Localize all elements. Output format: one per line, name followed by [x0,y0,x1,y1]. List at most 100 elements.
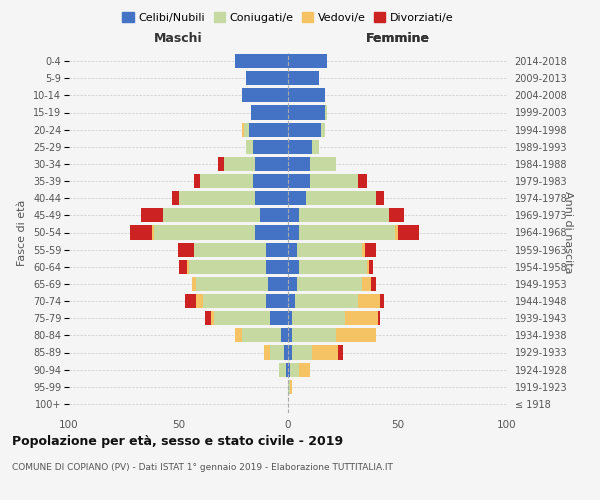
Bar [299,362,310,376]
Bar [358,174,367,188]
Bar [288,54,328,68]
Bar [297,277,362,291]
Bar [247,140,253,154]
Bar [205,311,211,325]
Bar [362,242,365,256]
Bar [297,242,362,256]
Bar [179,242,194,256]
Bar [190,260,266,274]
Bar [271,346,284,360]
Bar [187,260,190,274]
Bar [336,328,376,342]
Bar [288,226,299,239]
Bar [203,294,266,308]
Bar [200,174,253,188]
Bar [288,277,297,291]
Bar [196,277,268,291]
Bar [292,311,345,325]
Text: Femmine: Femmine [365,32,430,46]
Bar [268,277,288,291]
Bar [321,122,325,136]
Bar [247,71,288,85]
Text: Femmine: Femmine [365,32,430,46]
Bar [288,174,310,188]
Bar [266,260,288,274]
Y-axis label: Anni di nascita: Anni di nascita [563,191,573,274]
Bar [290,362,299,376]
Bar [242,88,288,102]
Bar [312,346,338,360]
Bar [288,380,290,394]
Bar [224,157,255,171]
Bar [365,242,376,256]
Bar [242,122,244,136]
Bar [310,157,336,171]
Bar [194,174,200,188]
Legend: Celibi/Nubili, Coniugati/e, Vedovi/e, Divorziati/e: Celibi/Nubili, Coniugati/e, Vedovi/e, Di… [118,8,458,28]
Bar [288,71,319,85]
Bar [266,242,288,256]
Bar [130,226,152,239]
Bar [178,191,255,205]
Bar [163,208,260,222]
Bar [242,328,281,342]
Bar [312,140,319,154]
Bar [288,260,299,274]
Bar [288,88,325,102]
Bar [288,294,295,308]
Bar [338,346,343,360]
Bar [290,380,292,394]
Bar [194,242,266,256]
Bar [380,294,385,308]
Bar [260,208,288,222]
Bar [299,260,367,274]
Bar [310,174,358,188]
Bar [292,346,312,360]
Bar [286,362,288,376]
Bar [345,311,378,325]
Bar [235,54,288,68]
Bar [271,311,288,325]
Bar [255,226,288,239]
Bar [295,294,358,308]
Bar [253,174,288,188]
Bar [305,191,376,205]
Bar [218,157,224,171]
Bar [141,208,163,222]
Bar [395,226,398,239]
Bar [288,208,299,222]
Bar [235,328,242,342]
Bar [389,208,404,222]
Bar [288,106,325,120]
Bar [214,311,271,325]
Bar [362,277,371,291]
Text: Popolazione per età, sesso e stato civile - 2019: Popolazione per età, sesso e stato civil… [12,435,343,448]
Bar [251,106,288,120]
Y-axis label: Fasce di età: Fasce di età [17,200,28,266]
Text: COMUNE DI COPIANO (PV) - Dati ISTAT 1° gennaio 2019 - Elaborazione TUTTITALIA.IT: COMUNE DI COPIANO (PV) - Dati ISTAT 1° g… [12,462,393,471]
Bar [152,226,154,239]
Bar [371,277,376,291]
Bar [255,191,288,205]
Bar [154,226,255,239]
Bar [367,260,369,274]
Bar [292,328,336,342]
Bar [288,122,321,136]
Bar [253,140,288,154]
Bar [172,191,179,205]
Bar [288,140,312,154]
Bar [288,242,297,256]
Bar [369,260,373,274]
Bar [281,328,288,342]
Bar [288,362,290,376]
Bar [211,311,214,325]
Bar [266,294,288,308]
Bar [299,208,389,222]
Bar [264,346,271,360]
Bar [358,294,380,308]
Bar [248,122,288,136]
Bar [378,311,380,325]
Bar [196,294,203,308]
Bar [288,157,310,171]
Text: Maschi: Maschi [154,32,203,46]
